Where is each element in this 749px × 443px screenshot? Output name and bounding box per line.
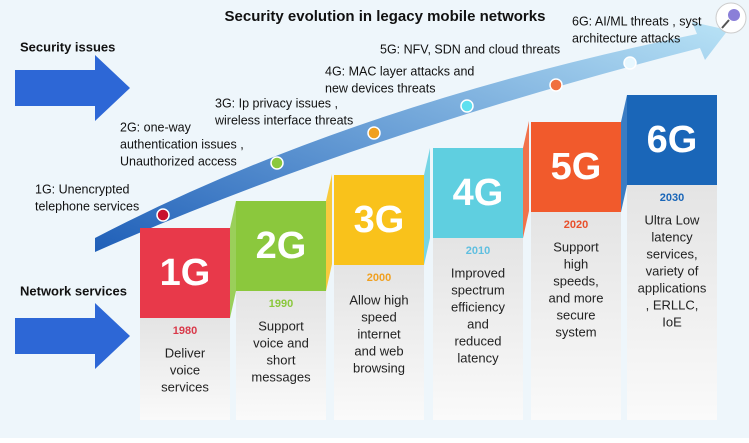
network-label: Network services	[20, 283, 127, 298]
threat-text: 5G: NFV, SDN and cloud threats	[380, 42, 560, 56]
service-panel	[140, 318, 230, 420]
service-text: system	[555, 324, 596, 339]
generation-block	[531, 122, 621, 212]
service-text: latency	[651, 229, 693, 244]
service-text: high	[564, 256, 589, 271]
security-label: Security issues	[20, 39, 115, 54]
year: 1980	[173, 325, 197, 337]
service-panel	[334, 265, 424, 420]
generation-label: 6G	[647, 119, 698, 161]
service-text: variety of	[646, 263, 699, 278]
service-text: messages	[251, 369, 311, 384]
threat-dot	[270, 156, 284, 170]
year: 2000	[367, 272, 391, 284]
year: 2010	[466, 245, 490, 257]
security-arrow	[15, 55, 130, 121]
threat-dot	[623, 56, 637, 70]
block-side	[621, 95, 627, 212]
threat-dot	[460, 99, 474, 113]
service-text: efficiency	[451, 299, 505, 314]
service-text: speed	[361, 309, 396, 324]
generation-block	[627, 95, 717, 185]
service-text: browsing	[353, 360, 405, 375]
service-text: IoE	[662, 314, 682, 329]
service-panel	[433, 238, 523, 420]
threat-text: 1G: Unencrypted	[35, 182, 130, 196]
year: 2030	[660, 192, 684, 204]
service-text: Allow high	[349, 292, 408, 307]
service-text: reduced	[455, 333, 502, 348]
service-text: Ultra Low	[645, 212, 701, 227]
service-text: applications	[638, 280, 707, 295]
generation-label: 4G	[453, 172, 504, 214]
year: 2020	[564, 219, 588, 231]
generation-block	[433, 148, 523, 238]
service-text: services,	[646, 246, 697, 261]
service-panel	[236, 291, 326, 420]
generation-block	[140, 228, 230, 318]
threat-text: telephone services	[35, 199, 139, 213]
block-side	[523, 121, 529, 238]
threat-text: new devices threats	[325, 81, 435, 95]
generation-block	[334, 175, 424, 265]
generation-block	[236, 201, 326, 291]
service-text: Support	[553, 239, 599, 254]
threat-dot	[549, 78, 563, 92]
service-text: , ERLLC,	[646, 297, 699, 312]
block-side	[326, 174, 332, 291]
threat-text: Unauthorized access	[120, 154, 237, 168]
service-text: and	[467, 316, 489, 331]
service-text: internet	[357, 326, 401, 341]
icon	[715, 2, 747, 34]
threat-text: wireless interface threats	[214, 113, 353, 127]
threat-text: 4G: MAC layer attacks and	[325, 64, 474, 78]
evolution-band	[95, 22, 728, 252]
threat-text: 3G: Ip privacy issues ,	[215, 96, 338, 110]
block-side	[230, 201, 236, 318]
threat-text: authentication issues ,	[120, 137, 244, 151]
service-text: speeds,	[553, 273, 599, 288]
service-text: latency	[457, 350, 499, 365]
block-side	[424, 148, 430, 265]
year: 1990	[269, 298, 293, 310]
threat-text: architecture attacks	[572, 31, 680, 45]
threat-dot	[156, 208, 170, 222]
threat-text: 2G: one-way	[120, 120, 192, 134]
service-text: voice	[170, 362, 200, 377]
threat-text: 6G: AI/ML threats , syst	[572, 14, 702, 28]
service-text: services	[161, 379, 209, 394]
service-text: Support	[258, 318, 304, 333]
service-text: and web	[354, 343, 403, 358]
threat-dot	[367, 126, 381, 140]
service-text: spectrum	[451, 282, 504, 297]
service-text: voice and	[253, 335, 309, 350]
service-panel	[627, 185, 717, 420]
generation-label: 2G	[256, 225, 307, 267]
service-panel	[531, 212, 621, 420]
service-text: secure	[556, 307, 595, 322]
service-text: short	[267, 352, 296, 367]
network-arrow	[15, 303, 130, 369]
generation-label: 5G	[551, 146, 602, 188]
service-text: and more	[549, 290, 604, 305]
service-text: Deliver	[165, 345, 206, 360]
generation-label: 1G	[160, 252, 211, 294]
title: Security evolution in legacy mobile netw…	[225, 8, 546, 25]
generation-label: 3G	[354, 199, 405, 241]
service-text: Improved	[451, 265, 505, 280]
